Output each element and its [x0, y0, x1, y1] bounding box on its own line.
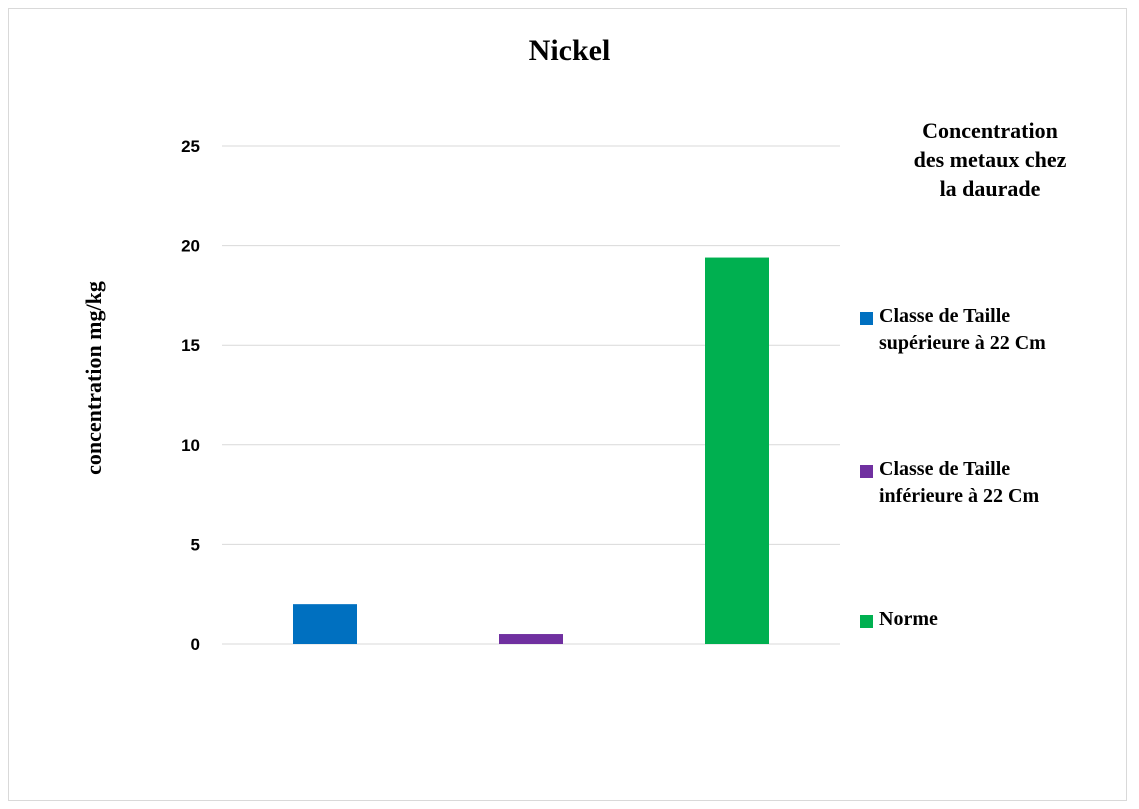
- chart-frame: [8, 8, 1127, 801]
- chart-title: Nickel: [528, 34, 611, 67]
- bar-1: [499, 634, 563, 644]
- legend-swatch-2: [860, 615, 873, 628]
- y-tick-label: 25: [181, 137, 200, 156]
- legend-title: Concentration des metaux chez la daurade: [913, 118, 1067, 201]
- y-tick-label: 20: [181, 237, 200, 256]
- legend-swatch-0: [860, 312, 873, 325]
- y-tick-label: 0: [191, 635, 200, 654]
- legend-label-1: Classe de Taille inférieure à 22 Cm: [879, 458, 1040, 507]
- bar-0: [293, 604, 357, 644]
- y-tick-label: 15: [181, 336, 200, 355]
- y-tick-label: 10: [181, 436, 200, 455]
- bar-2: [705, 257, 769, 644]
- legend-label-0: Classe de Taille supérieure à 22 Cm: [879, 305, 1046, 354]
- legend-swatch-1: [860, 465, 873, 478]
- y-tick-label: 5: [191, 535, 200, 554]
- legend-label-2: Norme: [879, 608, 938, 630]
